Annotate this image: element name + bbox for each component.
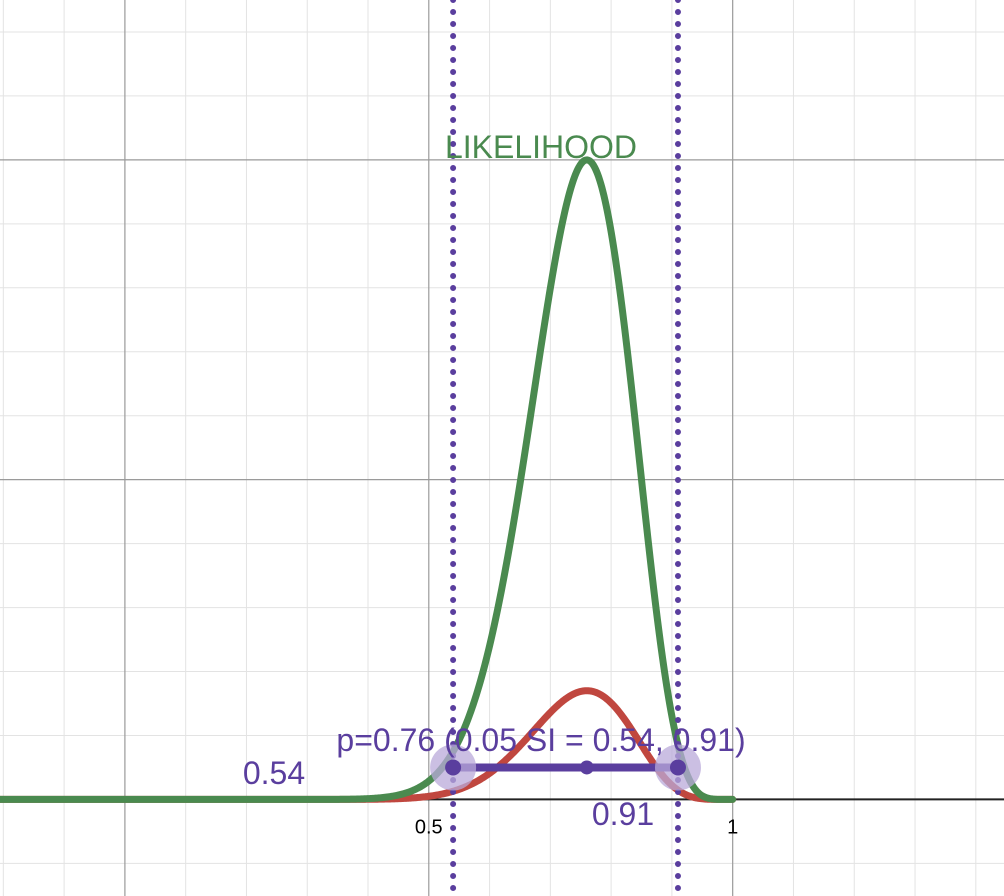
interval-summary-label: p=0.76 (0.05 SI = 0.54, 0.91) — [336, 722, 745, 758]
upper-bound-point[interactable] — [669, 759, 686, 776]
likelihood-series-label: LIKELIHOOD — [445, 129, 637, 165]
upper-bound-label: 0.91 — [592, 796, 654, 832]
lower-bound-point[interactable] — [445, 759, 462, 776]
likelihood-curve — [0, 156, 737, 803]
lower-bound-label: 0.54 — [243, 755, 305, 791]
x-tick-label: 1 — [727, 816, 738, 838]
estimate-point[interactable] — [579, 760, 594, 775]
x-tick-label: 0.5 — [415, 816, 443, 838]
x-tick-labels: 0.5 1 — [415, 816, 738, 838]
